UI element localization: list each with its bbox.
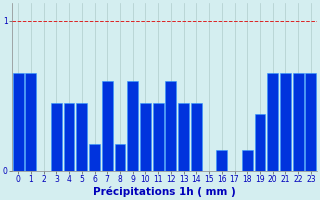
Bar [242, 150, 253, 171]
Bar [13, 73, 24, 171]
Bar [26, 73, 36, 171]
Bar [293, 73, 304, 171]
Bar [254, 114, 265, 171]
Bar [165, 81, 176, 171]
Bar [76, 103, 87, 171]
Bar [127, 81, 138, 171]
Bar [267, 73, 278, 171]
Bar [102, 81, 113, 171]
Bar [306, 73, 316, 171]
Bar [280, 73, 291, 171]
X-axis label: Précipitations 1h ( mm ): Précipitations 1h ( mm ) [93, 187, 236, 197]
Bar [216, 150, 227, 171]
Bar [64, 103, 75, 171]
Bar [140, 103, 151, 171]
Bar [153, 103, 164, 171]
Bar [51, 103, 62, 171]
Bar [178, 103, 189, 171]
Bar [191, 103, 202, 171]
Bar [115, 144, 125, 171]
Bar [89, 144, 100, 171]
